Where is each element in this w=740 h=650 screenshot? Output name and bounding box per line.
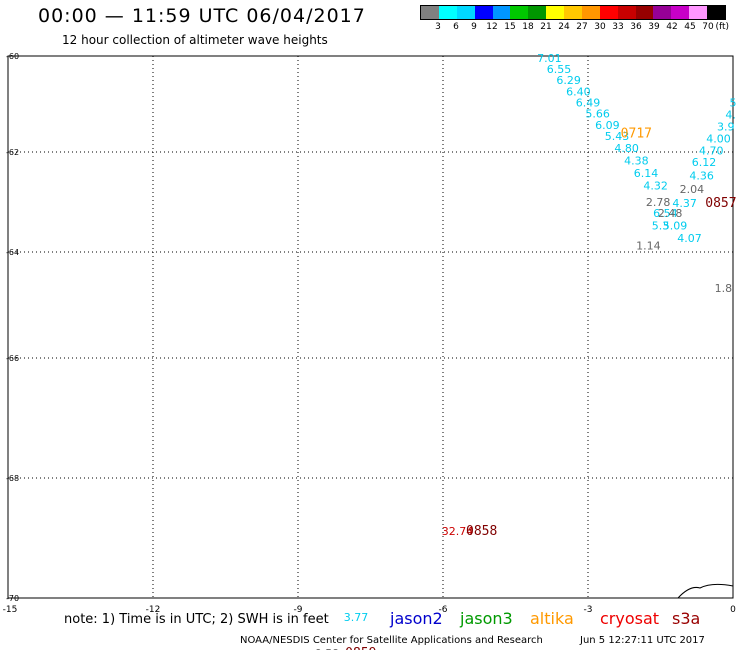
data-point: 2.78: [646, 196, 671, 209]
colorbar: [420, 5, 726, 20]
data-point: 4.38: [624, 155, 649, 168]
colorbar-cell: [581, 6, 600, 19]
data-point: 3.77: [344, 611, 369, 624]
legend-altika: altika: [530, 609, 574, 628]
data-point: 0.59: [315, 647, 340, 650]
data-point: 1.14: [636, 240, 661, 253]
y-tick-label: -62: [6, 148, 19, 157]
time-label: 0717: [621, 127, 652, 142]
colorbar-cell: [635, 6, 654, 19]
y-tick-label: -60: [6, 52, 19, 61]
data-point: 6.55: [547, 63, 572, 76]
page-title: 00:00 — 11:59 UTC 06/04/2017: [38, 5, 366, 27]
x-tick-label: 0: [730, 605, 736, 615]
data-point: 4.80: [614, 142, 639, 155]
legend-s3a: s3a: [672, 609, 701, 628]
data-point: 6.14: [634, 167, 659, 180]
y-tick-label: -64: [6, 248, 19, 257]
data-point: 4.07: [677, 232, 702, 245]
legend-jason3: jason3: [460, 609, 513, 628]
colorbar-cell: [617, 6, 636, 19]
time-label: 0859: [345, 646, 376, 650]
colorbar-cell: [438, 6, 457, 19]
data-point: 5.3: [652, 220, 670, 233]
data-point: 4.37: [672, 197, 697, 210]
data-point: 32.74: [442, 525, 474, 538]
data-point: 2.04: [680, 183, 705, 196]
y-tick-label: -66: [6, 354, 19, 363]
colorbar-label: 45: [684, 22, 696, 32]
data-point: 6.09: [595, 119, 620, 132]
colorbar-cell: [671, 6, 690, 19]
plot-frame: [7, 55, 734, 599]
legend-jason2: jason2: [390, 609, 443, 628]
colorbar-label: 24: [558, 22, 570, 32]
x-tick-label: -9: [294, 605, 303, 615]
note-text: note: 1) Time is in UTC; 2) SWH is in fe…: [64, 612, 329, 627]
y-tick-label: -68: [6, 474, 19, 483]
colorbar-label: 18: [522, 22, 534, 32]
colorbar-cell: [689, 6, 707, 19]
coastline: [677, 583, 734, 599]
y-tick-label: -70: [6, 594, 19, 603]
time-label: 0857: [705, 196, 736, 211]
colorbar-label: 15: [504, 22, 516, 32]
data-point: 6.29: [556, 74, 581, 87]
data-point: 4.70: [699, 145, 724, 158]
colorbar-label: 36: [630, 22, 642, 32]
colorbar-labels: 3 6 9 12 15 18 21 24 27 30 33 36 39 42 45 70 (ft): [420, 22, 729, 34]
data-point: 4.36: [689, 170, 714, 183]
colorbar-label: 42: [666, 22, 678, 32]
colorbar-unit: (ft): [715, 22, 729, 32]
colorbar-cell: [421, 6, 439, 19]
colorbar-label: 12: [486, 22, 498, 32]
data-point: 5.09: [663, 220, 688, 233]
colorbar-cell: [707, 6, 725, 19]
colorbar-cell: [564, 6, 582, 19]
colorbar-cell: [456, 6, 475, 19]
data-point: 7.01: [537, 52, 562, 65]
colorbar-label: 21: [540, 22, 552, 32]
colorbar-cell: [510, 6, 529, 19]
colorbar-cell: [528, 6, 547, 19]
x-tick-label: -6: [439, 605, 448, 615]
x-tick-label: -3: [584, 605, 593, 615]
colorbar-cell: [599, 6, 618, 19]
data-point: 1.8: [715, 282, 733, 295]
colorbar-label: 70: [702, 22, 714, 32]
colorbar-label: 39: [648, 22, 660, 32]
data-point: 3.9: [717, 120, 735, 133]
data-point: 5.43: [605, 130, 630, 143]
data-point: 4.32: [643, 180, 668, 193]
colorbar-label: 30: [594, 22, 606, 32]
legend-cryosat: cryosat: [600, 609, 660, 628]
timestamp-text: Jun 5 12:27:11 UTC 2017: [580, 635, 705, 646]
colorbar-label: 9: [471, 22, 477, 32]
colorbar-cell: [653, 6, 672, 19]
x-tick-label: -15: [3, 605, 18, 615]
data-point: 6.40: [566, 85, 591, 98]
colorbar-label: 27: [576, 22, 588, 32]
data-point: 6.12: [692, 156, 717, 169]
colorbar-cell: [492, 6, 511, 19]
colorbar-cell: [546, 6, 564, 19]
colorbar-label: 3: [435, 22, 441, 32]
chart-subtitle: 12 hour collection of altimeter wave hei…: [62, 33, 328, 47]
data-point: 4.00: [706, 132, 731, 145]
credit-text: NOAA/NESDIS Center for Satellite Applica…: [240, 635, 543, 646]
data-point: 5.66: [585, 107, 610, 120]
x-tick-label: -12: [146, 605, 161, 615]
data-point: 5: [730, 96, 737, 109]
data-point: 6.54: [653, 207, 678, 220]
colorbar-label: 6: [453, 22, 459, 32]
colorbar-label: 33: [612, 22, 624, 32]
data-point: 2.48: [658, 207, 683, 220]
time-label: 0858: [466, 524, 497, 539]
data-point: 6.49: [576, 96, 601, 109]
data-point: 4.: [725, 108, 736, 121]
colorbar-cell: [474, 6, 493, 19]
